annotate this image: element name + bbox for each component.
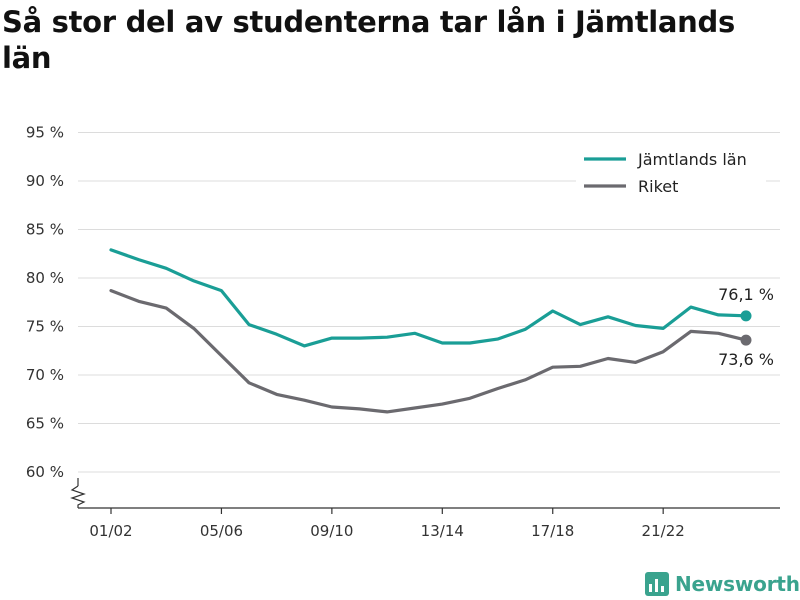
series-end-points: 76,1 % 73,6 % [718, 285, 774, 369]
brand-name: Newsworthy [675, 572, 800, 596]
y-tick-label: 65 % [26, 415, 64, 433]
legend-box [576, 145, 766, 203]
y-tick-label: 85 % [26, 221, 64, 239]
y-axis-ticks: 60 % 65 % 70 % 75 % 80 % 85 % 90 % 95 % [26, 124, 64, 482]
x-tick-label: 17/18 [531, 522, 574, 540]
series-end-point-1 [740, 334, 752, 346]
y-tick-label: 60 % [26, 463, 64, 481]
series-line-1 [109, 289, 748, 414]
y-tick-label: 95 % [26, 124, 64, 142]
x-tick-label: 01/02 [89, 522, 132, 540]
newsworthy-logo-icon [645, 572, 669, 596]
legend: Jämtlands län Riket [576, 145, 766, 203]
y-tick-label: 90 % [26, 172, 64, 190]
chart-title: Så stor del av studenterna tar lån i Jäm… [2, 5, 735, 75]
brand-logo: Newsworthy [645, 570, 800, 598]
y-tick-label: 75 % [26, 318, 64, 336]
x-tick-label: 13/14 [421, 522, 464, 540]
end-value-label-1: 73,6 % [718, 350, 774, 369]
end-value-label-0: 76,1 % [718, 285, 774, 304]
y-tick-label: 70 % [26, 366, 64, 384]
x-axis: 01/02 05/06 09/10 13/14 17/18 21/22 [70, 478, 780, 540]
x-tick-label: 05/06 [200, 522, 243, 540]
legend-entry-1: Riket [638, 177, 678, 196]
series-line-0 [109, 248, 748, 348]
legend-entry-0: Jämtlands län [637, 150, 747, 169]
x-tick-label: 21/22 [642, 522, 685, 540]
x-tick-label: 09/10 [310, 522, 353, 540]
y-tick-label: 80 % [26, 269, 64, 287]
series-lines [109, 248, 748, 414]
axis-break-marker [70, 485, 86, 508]
series-end-point-0 [740, 310, 752, 322]
